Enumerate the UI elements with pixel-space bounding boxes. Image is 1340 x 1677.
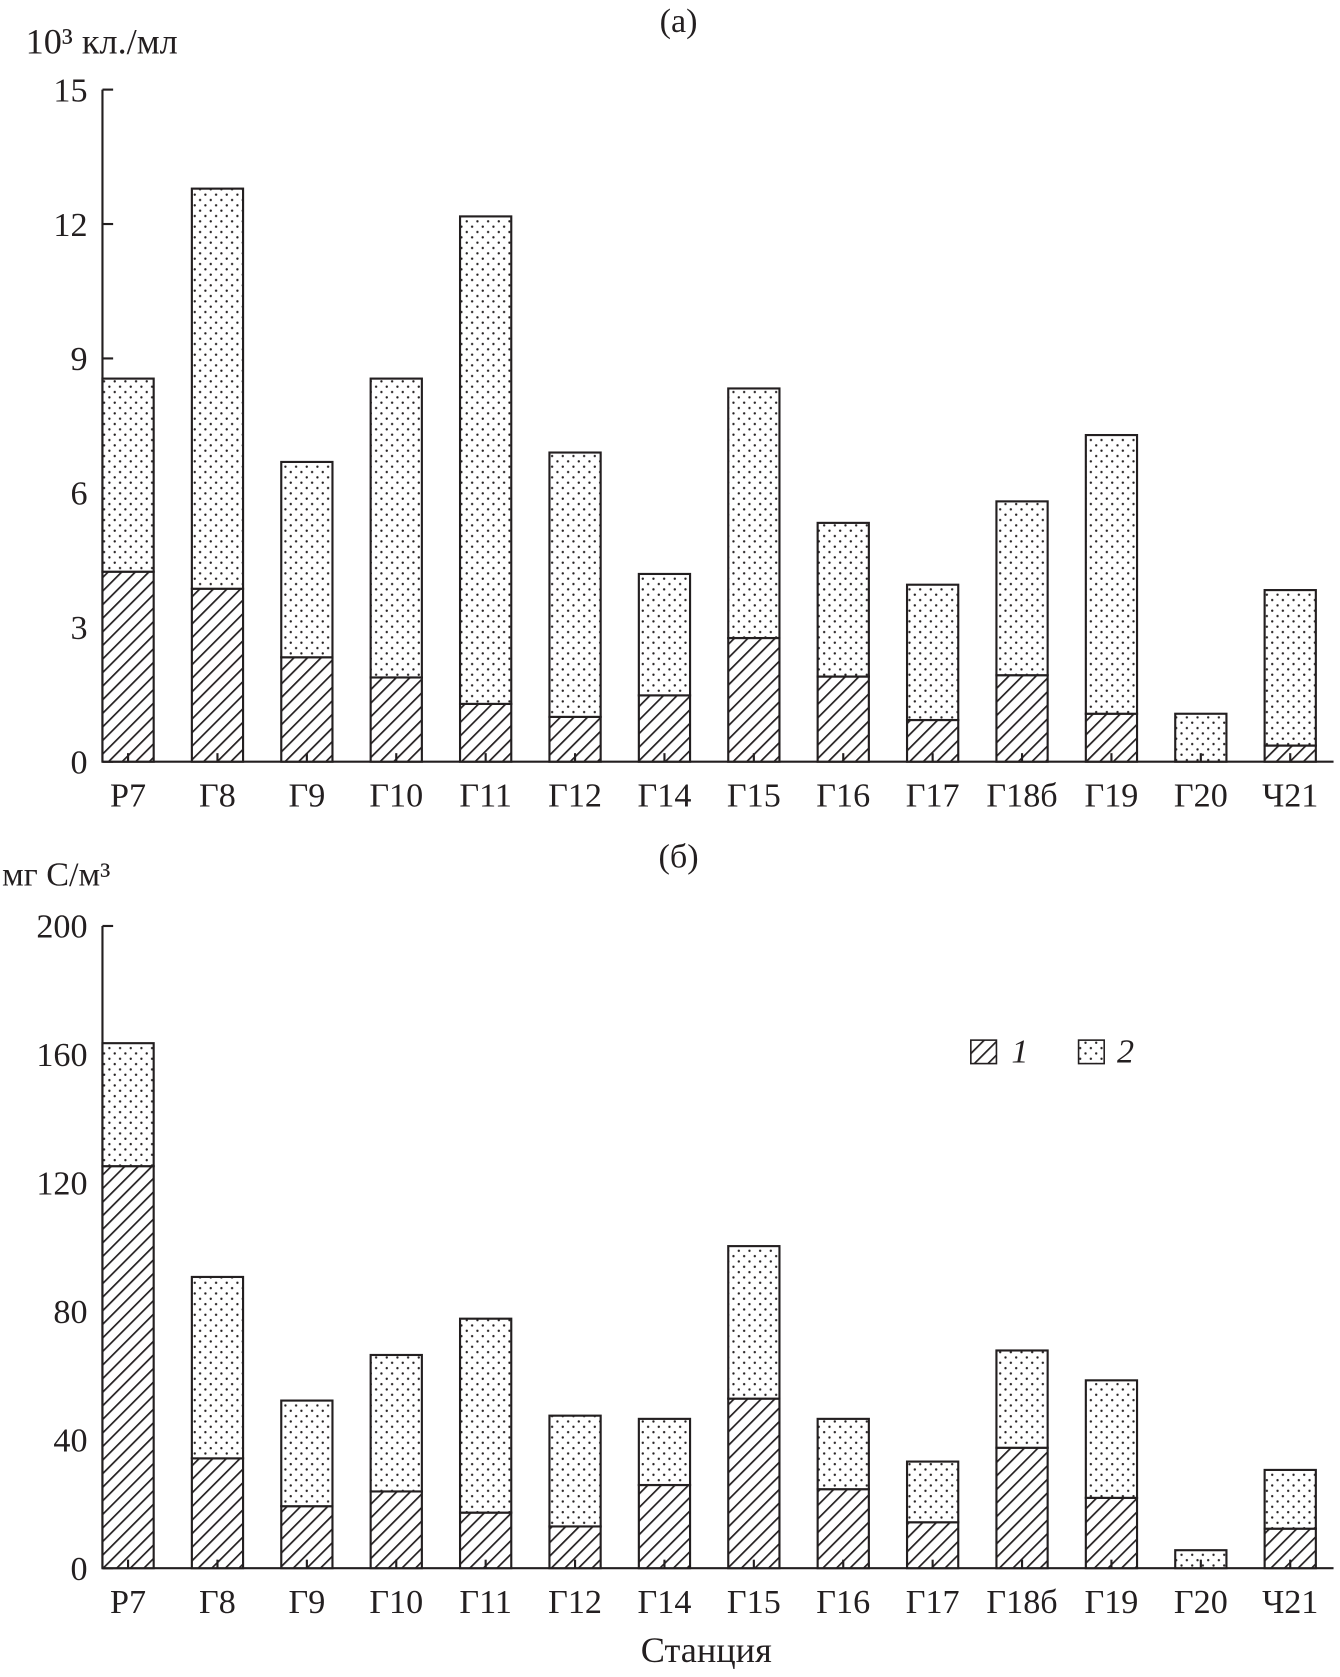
chart-b-y-tick-label: 120 xyxy=(36,1166,87,1203)
chart-b-x-tick-label: Г14 xyxy=(638,1584,692,1621)
chart-a-title: (а) xyxy=(660,3,698,40)
chart-b-x-tick-label: Ч21 xyxy=(1262,1584,1318,1621)
chart-a-bar-series2 xyxy=(369,377,423,679)
chart-b-bar-series2 xyxy=(905,1460,960,1524)
chart-b-x-tick-label: Г17 xyxy=(906,1584,960,1621)
chart-a-bar-series1 xyxy=(637,694,692,763)
chart-b-y-tick-label: 200 xyxy=(36,909,87,946)
chart-a-bar-series2 xyxy=(1263,589,1317,747)
chart-a-y-tick-label: 3 xyxy=(70,610,87,647)
chart-a-x-tick-label: Р7 xyxy=(110,777,146,814)
chart-b-bar-series1 xyxy=(1084,1496,1139,1570)
chart-a-x-tick-label: Ч21 xyxy=(1262,777,1318,814)
chart-b-bar-series1 xyxy=(637,1483,692,1570)
chart-b-bar-series2 xyxy=(816,1417,870,1491)
chart-b-x-tick-label: Г16 xyxy=(816,1584,870,1621)
chart-a-x-tick-label: Г9 xyxy=(288,777,325,814)
chart-a-bar-series2 xyxy=(1084,433,1139,715)
chart-a-y-tick-label: 12 xyxy=(53,207,87,244)
chart-b-bar-series1 xyxy=(816,1488,870,1570)
chart-b-bar-series2 xyxy=(458,1317,513,1514)
chart-a-ylabel: 10³ кл./мл xyxy=(26,21,178,61)
chart-b: 0 40 80 120 160 200 Р7 Г8 Г9 Г10 Г11 Г12 Г14 Г15 Г16 Г1… xyxy=(36,909,1334,1621)
chart-a-bar-series1 xyxy=(816,675,870,763)
chart-b-x-tick-label: Г10 xyxy=(369,1584,423,1621)
chart-a-bar-series2 xyxy=(816,521,870,678)
chart-b-x-tick-label: Г15 xyxy=(727,1584,781,1621)
chart-b-bar-series2 xyxy=(637,1417,692,1487)
chart-a-y-tick-label: 9 xyxy=(70,341,87,378)
legend-label-1: 1 xyxy=(1011,1034,1028,1071)
chart-a-y-tick-label: 6 xyxy=(70,476,87,513)
chart-a-x-tick-label: Г16 xyxy=(816,777,870,814)
chart-b-bar-series2 xyxy=(1263,1468,1317,1530)
chart-a-bar-series1 xyxy=(280,656,334,763)
chart-a-bar-series1 xyxy=(101,570,155,763)
chart-b-x-tick-label: Г19 xyxy=(1085,1584,1139,1621)
legend-swatch-2 xyxy=(1077,1039,1105,1065)
chart-a-bar-series1 xyxy=(190,587,245,763)
chart-a-x-tick-label: Г10 xyxy=(369,777,423,814)
chart-b-x-tick-label: Г18б xyxy=(986,1584,1057,1621)
chart-b-y-tick-label: 0 xyxy=(70,1551,87,1588)
chart-a-x-tick-label: Г8 xyxy=(199,777,236,814)
chart-b-xlabel: Станция xyxy=(641,1630,772,1670)
chart-a-x-tick-label: Г11 xyxy=(459,777,512,814)
chart-b-title: (б) xyxy=(658,838,698,875)
chart-b-bar-series1 xyxy=(727,1397,781,1570)
chart-b-bar-series2 xyxy=(548,1414,602,1528)
chart-b-bar-series2 xyxy=(369,1353,423,1493)
chart-a-y-tick-label: 0 xyxy=(70,744,87,781)
chart-b-bar-series2 xyxy=(727,1245,781,1400)
chart-a-x-tick-label: Г15 xyxy=(727,777,781,814)
chart-b-y-tick-label: 40 xyxy=(53,1422,87,1459)
chart-a-y-tick-label: 15 xyxy=(53,72,87,109)
chart-b-bar-series1 xyxy=(369,1490,423,1570)
chart-b-y-tick-label: 80 xyxy=(53,1294,87,1331)
chart-b-bar-series2 xyxy=(1084,1379,1139,1499)
chart-a-x-tick-label: Г18б xyxy=(986,777,1057,814)
chart-b-x-tick-label: Г20 xyxy=(1174,1584,1228,1621)
chart-b-bar-series2 xyxy=(190,1275,245,1460)
chart-a-bar-series2 xyxy=(101,377,155,573)
chart-b-x-tick-label: Г8 xyxy=(199,1584,236,1621)
chart-b-x-tick-label: Р7 xyxy=(110,1584,146,1621)
chart-a-bar-series2 xyxy=(458,215,513,705)
chart-a-x-tick-label: Г20 xyxy=(1174,777,1228,814)
chart-a: 0 3 6 9 12 15 Р7 Г8 Г9 Г10 Г11 Г12 Г14 Г15 Г16 Г17 Г18б Г… xyxy=(53,72,1334,814)
chart-a-bar-series2 xyxy=(190,187,245,590)
chart-a-bar-series2 xyxy=(995,500,1049,677)
chart-a-bar-series2 xyxy=(727,387,781,640)
chart-b-ylabel: мг С/м³ xyxy=(2,856,110,893)
chart-a-x-tick-label: Г12 xyxy=(548,777,602,814)
chart-b-x-tick-label: Г11 xyxy=(459,1584,512,1621)
chart-a-x-tick-label: Г17 xyxy=(906,777,960,814)
chart-b-x-tick-label: Г9 xyxy=(288,1584,325,1621)
chart-b-bar-series2 xyxy=(101,1042,155,1168)
chart-b-y-tick-label: 160 xyxy=(36,1037,87,1074)
chart-a-bar-series1 xyxy=(727,636,781,763)
legend-label-2: 2 xyxy=(1117,1034,1134,1071)
chart-a-bar-series2 xyxy=(637,572,692,697)
chart-a-bar-series2 xyxy=(280,460,334,659)
chart-b-bar-series1 xyxy=(190,1457,245,1570)
chart-b-bar-series2 xyxy=(995,1349,1049,1449)
legend-swatch-1 xyxy=(970,1039,998,1065)
chart-a-bar-series2 xyxy=(548,451,602,718)
chart-a-x-tick-label: Г14 xyxy=(638,777,692,814)
chart-a-bar-series1 xyxy=(369,676,423,763)
chart-b-bar-series1 xyxy=(101,1165,155,1570)
chart-a-bar-series1 xyxy=(458,702,513,763)
chart-b-bar-series1 xyxy=(280,1505,334,1570)
legend: 1 2 xyxy=(970,1034,1134,1071)
chart-b-bar-series2 xyxy=(280,1399,334,1508)
chart-b-bar-series1 xyxy=(995,1446,1049,1570)
chart-a-x-tick-label: Г19 xyxy=(1085,777,1139,814)
chart-a-bar-series2 xyxy=(905,583,960,722)
chart-a-bar-series1 xyxy=(995,674,1049,763)
chart-b-x-tick-label: Г12 xyxy=(548,1584,602,1621)
